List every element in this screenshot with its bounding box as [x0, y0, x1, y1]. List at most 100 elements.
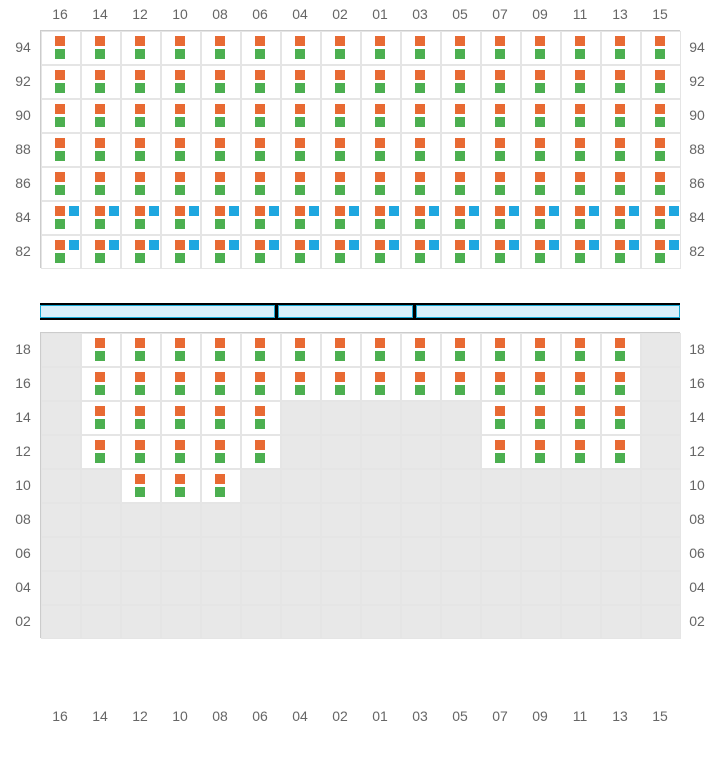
grid-cell[interactable]: [641, 571, 681, 605]
grid-cell[interactable]: [441, 401, 481, 435]
grid-cell[interactable]: [601, 537, 641, 571]
grid-cell[interactable]: [321, 571, 361, 605]
grid-cell[interactable]: [41, 401, 81, 435]
grid-cell[interactable]: [641, 401, 681, 435]
marker-top: [135, 372, 145, 382]
grid-cell[interactable]: [121, 605, 161, 639]
grid-cell[interactable]: [441, 503, 481, 537]
grid-cell[interactable]: [41, 605, 81, 639]
grid-cell[interactable]: [441, 469, 481, 503]
grid-cell[interactable]: [241, 605, 281, 639]
grid-cell[interactable]: [441, 605, 481, 639]
grid-cell[interactable]: [521, 571, 561, 605]
grid-cell[interactable]: [241, 571, 281, 605]
grid-cell[interactable]: [161, 503, 201, 537]
grid-cell[interactable]: [41, 333, 81, 367]
grid-cell[interactable]: [201, 503, 241, 537]
grid-cell[interactable]: [601, 503, 641, 537]
marker-bottom: [135, 351, 145, 361]
grid-cell[interactable]: [481, 605, 521, 639]
grid-cell[interactable]: [601, 469, 641, 503]
grid-cell[interactable]: [401, 605, 441, 639]
grid-cell[interactable]: [401, 571, 441, 605]
grid-cell[interactable]: [441, 571, 481, 605]
grid-cell[interactable]: [361, 401, 401, 435]
grid-cell[interactable]: [81, 571, 121, 605]
grid-cell[interactable]: [561, 503, 601, 537]
grid-cell[interactable]: [561, 537, 601, 571]
grid-cell[interactable]: [241, 537, 281, 571]
grid-cell[interactable]: [441, 537, 481, 571]
grid-cell[interactable]: [601, 605, 641, 639]
grid-cell[interactable]: [401, 503, 441, 537]
grid-cell[interactable]: [481, 571, 521, 605]
grid-cell[interactable]: [81, 537, 121, 571]
separator-segment: [278, 305, 413, 318]
col-label-bottom: 04: [280, 708, 320, 724]
grid-cell[interactable]: [41, 367, 81, 401]
grid-cell[interactable]: [201, 571, 241, 605]
grid-cell[interactable]: [521, 605, 561, 639]
grid-cell[interactable]: [81, 503, 121, 537]
grid-cell[interactable]: [401, 537, 441, 571]
grid-cell[interactable]: [281, 571, 321, 605]
grid-cell[interactable]: [481, 537, 521, 571]
grid-cell[interactable]: [41, 435, 81, 469]
grid-cell[interactable]: [561, 605, 601, 639]
grid-cell[interactable]: [81, 469, 121, 503]
grid-cell[interactable]: [241, 469, 281, 503]
grid-cell[interactable]: [441, 435, 481, 469]
grid-cell[interactable]: [641, 469, 681, 503]
grid-cell[interactable]: [641, 435, 681, 469]
marker-top: [615, 36, 625, 46]
grid-cell[interactable]: [201, 537, 241, 571]
grid-cell[interactable]: [321, 605, 361, 639]
grid-cell[interactable]: [361, 435, 401, 469]
grid-cell[interactable]: [641, 605, 681, 639]
grid-cell[interactable]: [161, 537, 201, 571]
grid-cell[interactable]: [281, 503, 321, 537]
grid-cell[interactable]: [161, 571, 201, 605]
grid-cell[interactable]: [641, 537, 681, 571]
grid-cell[interactable]: [361, 571, 401, 605]
grid-cell[interactable]: [321, 401, 361, 435]
grid-cell[interactable]: [41, 503, 81, 537]
grid-cell[interactable]: [521, 537, 561, 571]
grid-cell[interactable]: [121, 537, 161, 571]
grid-cell[interactable]: [401, 401, 441, 435]
grid-cell[interactable]: [41, 571, 81, 605]
grid-cell[interactable]: [161, 605, 201, 639]
grid-cell[interactable]: [81, 605, 121, 639]
grid-cell[interactable]: [281, 605, 321, 639]
grid-cell[interactable]: [481, 469, 521, 503]
grid-cell[interactable]: [281, 537, 321, 571]
grid-cell[interactable]: [361, 503, 401, 537]
grid-cell[interactable]: [241, 503, 281, 537]
grid-cell[interactable]: [401, 469, 441, 503]
grid-cell[interactable]: [281, 401, 321, 435]
grid-cell[interactable]: [281, 435, 321, 469]
grid-cell[interactable]: [321, 469, 361, 503]
grid-cell[interactable]: [201, 605, 241, 639]
grid-cell[interactable]: [41, 537, 81, 571]
grid-cell[interactable]: [641, 367, 681, 401]
grid-cell[interactable]: [361, 537, 401, 571]
grid-cell[interactable]: [281, 469, 321, 503]
grid-cell[interactable]: [481, 503, 521, 537]
grid-cell[interactable]: [361, 605, 401, 639]
grid-cell[interactable]: [601, 571, 641, 605]
grid-cell[interactable]: [521, 503, 561, 537]
grid-cell[interactable]: [121, 503, 161, 537]
grid-cell[interactable]: [641, 503, 681, 537]
grid-cell[interactable]: [321, 435, 361, 469]
grid-cell[interactable]: [321, 503, 361, 537]
grid-cell[interactable]: [561, 571, 601, 605]
grid-cell[interactable]: [41, 469, 81, 503]
grid-cell[interactable]: [401, 435, 441, 469]
grid-cell[interactable]: [121, 571, 161, 605]
grid-cell[interactable]: [561, 469, 601, 503]
grid-cell[interactable]: [641, 333, 681, 367]
grid-cell[interactable]: [361, 469, 401, 503]
grid-cell[interactable]: [321, 537, 361, 571]
grid-cell[interactable]: [521, 469, 561, 503]
